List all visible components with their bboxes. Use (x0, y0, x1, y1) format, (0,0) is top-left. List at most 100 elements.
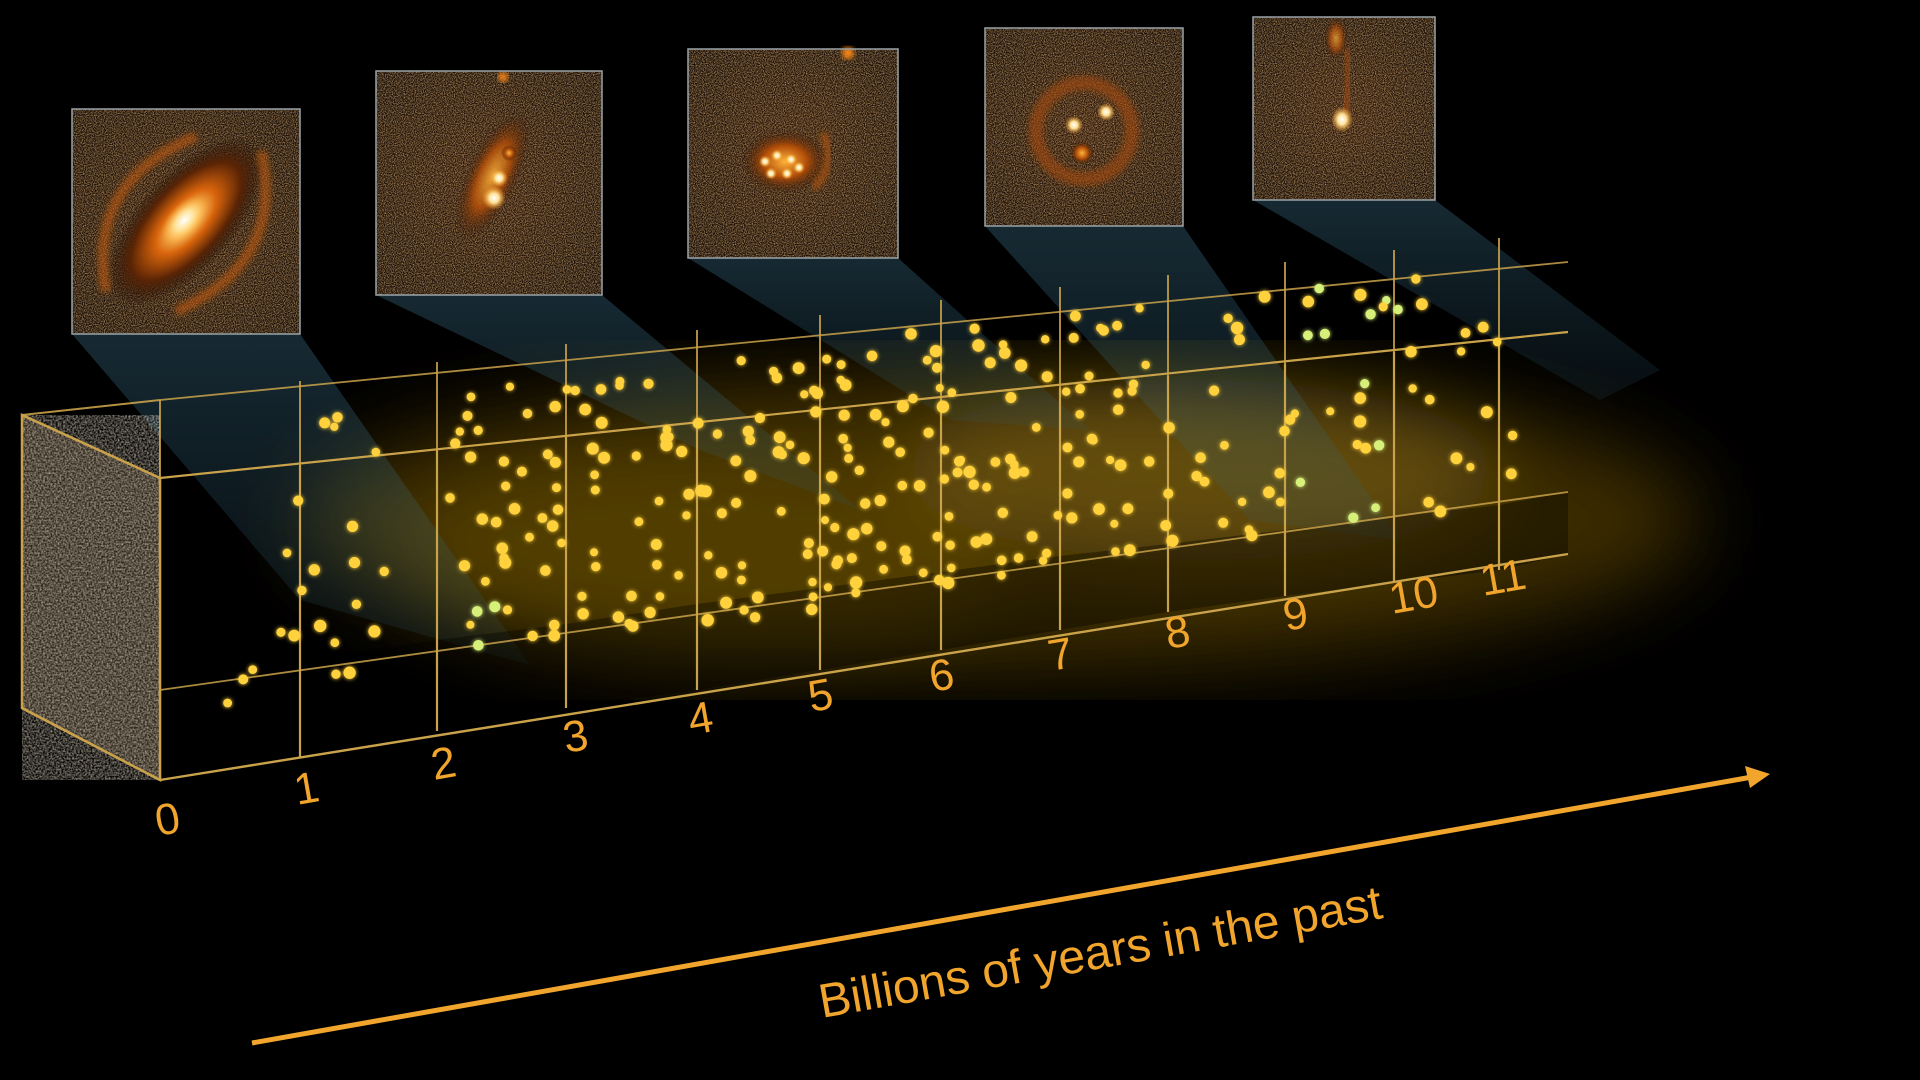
galaxy-dot (445, 493, 455, 503)
galaxy-dot (1302, 295, 1315, 308)
galaxy-dot (682, 511, 691, 520)
galaxy-dot (1112, 320, 1122, 331)
compact-galaxy-image (1324, 16, 1354, 133)
galaxy-dot (936, 400, 950, 413)
galaxy-dot (1477, 321, 1489, 333)
galaxy-dot (851, 588, 861, 598)
galaxy-dot (476, 513, 488, 525)
inset-galaxy-1 (71, 108, 301, 335)
galaxy-dot (997, 507, 1008, 518)
galaxy-dot (1141, 360, 1150, 370)
galaxy-dot (1274, 468, 1285, 479)
galaxy-dot (849, 576, 863, 589)
galaxy-dot (579, 403, 592, 416)
galaxy-dot (1408, 384, 1417, 393)
galaxy-dot (792, 362, 805, 374)
galaxy-dot (716, 508, 727, 519)
galaxy-dot (1319, 328, 1330, 339)
galaxy-dot (939, 474, 950, 484)
galaxy-dot (944, 512, 954, 521)
galaxy-dot (1230, 321, 1244, 335)
galaxy-dot (1263, 486, 1275, 499)
galaxy-dot (319, 417, 331, 429)
galaxy-dot (897, 480, 908, 491)
galaxy-dot (1378, 302, 1388, 312)
galaxy-dot (847, 528, 860, 541)
galaxy-dot (754, 412, 766, 424)
galaxy-dot (1005, 453, 1016, 465)
galaxy-dot (830, 522, 840, 533)
clumpy-galaxy-image (741, 47, 854, 194)
galaxy-dot (968, 479, 979, 490)
galaxy-dot (800, 390, 809, 399)
galaxy-dot (577, 591, 587, 601)
galaxy-dot (811, 387, 823, 399)
tick-label-11: 11 (1476, 550, 1530, 606)
galaxy-dot (785, 440, 795, 450)
galaxy-dot (508, 503, 521, 515)
galaxy-dot (922, 355, 932, 365)
galaxy-dot (631, 451, 641, 461)
galaxy-dot (540, 565, 551, 576)
galaxy-dot (591, 562, 601, 572)
galaxy-dot (773, 431, 786, 444)
galaxy-dot (990, 457, 1001, 467)
galaxy-dot (288, 629, 301, 642)
galaxy-dot (466, 392, 476, 402)
galaxy-dot (1093, 503, 1105, 515)
galaxy-dot (379, 566, 389, 577)
galaxy-dot (1038, 556, 1048, 565)
galaxy-dot (537, 513, 548, 523)
galaxy-dot (1466, 463, 1475, 471)
galaxy-dot (1450, 452, 1463, 465)
galaxy-dot (934, 574, 945, 586)
galaxy-dot (1480, 406, 1493, 419)
galaxy-dot (826, 471, 838, 483)
galaxy-dot (223, 698, 233, 708)
galaxy-dot (650, 539, 662, 550)
galaxy-dot (942, 576, 955, 590)
galaxy-dot (1070, 310, 1081, 322)
galaxy-dot (351, 599, 362, 609)
galaxy-dot (276, 627, 286, 637)
galaxy-dot (1258, 290, 1271, 303)
deep-field-panel (20, 413, 162, 783)
galaxy-dot (1434, 505, 1447, 518)
galaxy-dot (595, 384, 607, 395)
galaxy-dot (1144, 456, 1155, 467)
galaxy-dot (963, 465, 976, 478)
galaxy-dot (860, 498, 871, 509)
galaxy-dot (549, 456, 561, 468)
time-slices-box (21, 238, 1569, 782)
galaxy-dot (998, 340, 1008, 349)
galaxy-dot (598, 451, 611, 464)
galaxy-dot (248, 665, 258, 674)
galaxy-dot (348, 557, 361, 569)
galaxy-dot (1053, 511, 1063, 520)
galaxy-dot (1031, 423, 1041, 432)
galaxy-dot (590, 485, 600, 495)
galaxy-dot (1110, 519, 1119, 528)
galaxy-dot (972, 339, 985, 352)
beam-4 (985, 226, 1400, 540)
galaxy-dot (1199, 476, 1210, 487)
galaxy-dot (1084, 371, 1094, 381)
galaxy-dot (1041, 371, 1053, 383)
galaxy-dot (1114, 459, 1127, 472)
galaxy-dot (739, 605, 749, 615)
galaxy-dot (332, 412, 343, 423)
galaxy-dot (238, 674, 249, 685)
galaxy-dot (935, 384, 944, 392)
galaxy-dot (1354, 392, 1366, 404)
galaxy-dot (465, 451, 477, 463)
galaxy-dot (1098, 325, 1109, 336)
galaxy-dot (282, 548, 292, 558)
galaxy-dot (1160, 520, 1172, 531)
galaxy-dot (776, 506, 786, 516)
galaxy-dot (1062, 442, 1073, 453)
galaxy-dot (742, 425, 754, 437)
galaxy-dot (1013, 553, 1024, 563)
galaxy-dot (626, 590, 637, 602)
galaxy-dot (913, 480, 926, 492)
galaxy-dot (676, 445, 688, 458)
